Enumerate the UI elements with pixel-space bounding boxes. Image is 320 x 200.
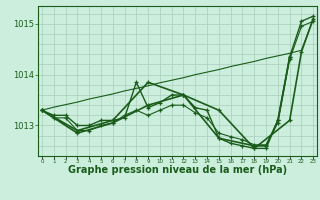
X-axis label: Graphe pression niveau de la mer (hPa): Graphe pression niveau de la mer (hPa) xyxy=(68,165,287,175)
